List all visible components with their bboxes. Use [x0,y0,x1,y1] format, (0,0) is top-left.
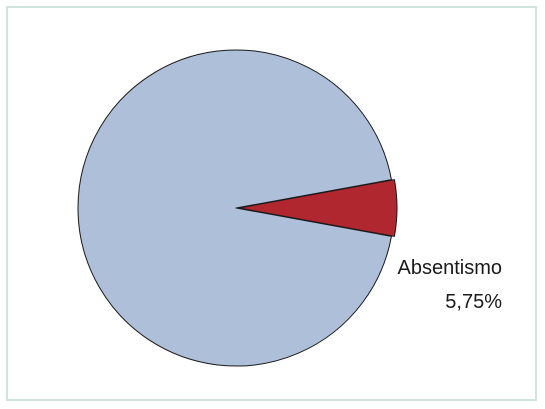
slice-label-value: 5,75% [445,291,502,313]
pie-slices [77,49,398,367]
slice-label-name: Absentismo [398,257,503,279]
pie-slice-main [77,49,392,367]
pie-slice-absentismo [238,179,398,237]
